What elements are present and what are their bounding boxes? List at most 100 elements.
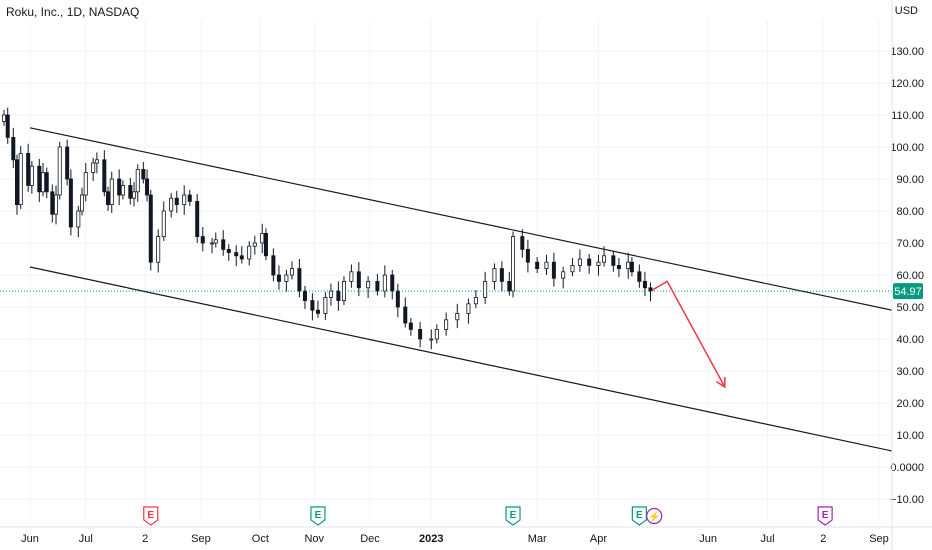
earnings-event-icon[interactable]: E — [505, 506, 521, 526]
x-tick-label: Jun — [21, 533, 39, 545]
candle-body — [511, 236, 516, 292]
x-tick-label: 2023 — [419, 533, 443, 545]
candle-body — [200, 236, 205, 244]
y-tick-label: 20.00 — [896, 398, 924, 410]
last-price-label: 54.97 — [894, 286, 922, 298]
candle-body — [247, 245, 252, 260]
candle-body — [390, 274, 395, 292]
candle-body — [616, 264, 621, 269]
candle-body — [195, 200, 200, 237]
candle-body — [289, 268, 294, 276]
candle-body — [408, 322, 413, 330]
candle-body — [483, 280, 488, 298]
x-tick-label: 2 — [142, 533, 148, 545]
y-tick-label: 120.00 — [890, 78, 924, 90]
candle-body — [637, 271, 642, 282]
candle-body — [328, 290, 333, 298]
x-tick-label: Jul — [761, 533, 775, 545]
candle-body — [106, 191, 111, 206]
x-tick-label: Apr — [590, 533, 607, 545]
candle-body — [473, 296, 478, 305]
candle-body — [182, 194, 187, 205]
svg-text:E: E — [822, 510, 829, 521]
candle-body — [310, 300, 315, 311]
earnings-event-icon[interactable]: E — [143, 506, 159, 526]
candle-body — [297, 268, 302, 292]
svg-text:E: E — [510, 510, 517, 521]
candle-body — [54, 194, 59, 215]
candle-body — [18, 152, 23, 205]
candle-body — [174, 197, 179, 205]
y-tick-label: 100.00 — [890, 142, 924, 154]
candle-body — [128, 184, 133, 199]
x-tick-label: 2 — [820, 533, 826, 545]
candle-body — [349, 271, 354, 282]
candle-body — [260, 232, 265, 244]
earnings-event-icon[interactable]: E — [817, 506, 833, 526]
y-tick-label: −10.00 — [890, 494, 924, 506]
candle-body — [29, 165, 34, 186]
candle-body — [65, 146, 70, 180]
candle-body — [429, 338, 434, 341]
projection-arrow[interactable] — [651, 280, 726, 388]
x-tick-label: Sep — [869, 533, 889, 545]
channel-line-lower[interactable] — [29, 266, 893, 452]
candle-body — [284, 274, 289, 282]
candle-body — [263, 232, 268, 257]
candle-body — [11, 136, 16, 161]
candle-body — [102, 159, 107, 193]
candle-body — [577, 258, 582, 266]
candle-body — [642, 280, 647, 289]
candle-body — [37, 165, 42, 193]
candle-body — [76, 210, 81, 228]
earnings-event-icon[interactable]: E — [631, 506, 647, 526]
candle-body — [382, 274, 387, 292]
earnings-event-icon[interactable]: E — [310, 506, 326, 526]
candle-body — [221, 239, 226, 250]
candle-body — [336, 290, 341, 302]
candle-body — [315, 309, 320, 314]
candle-body — [15, 159, 20, 206]
candle-body — [26, 152, 31, 186]
candle-body — [213, 239, 218, 244]
candle-body — [626, 261, 631, 270]
x-tick-label: Sep — [191, 533, 211, 545]
events: E E E E ⚡ E — [143, 506, 833, 526]
candle-body — [302, 290, 307, 302]
candle-body — [187, 194, 192, 202]
candle-body — [83, 172, 88, 196]
y-tick-label: 110.00 — [891, 110, 924, 122]
candle-body — [57, 146, 62, 196]
y-tick-label: 40.00 — [896, 334, 924, 346]
x-tick-label: Jul — [79, 533, 93, 545]
news-event-icon[interactable]: ⚡ — [646, 507, 663, 525]
candle-body — [444, 319, 449, 330]
candle-body — [210, 242, 215, 245]
candle-body — [239, 255, 244, 260]
channel-line-upper[interactable] — [29, 127, 893, 311]
candle-body — [507, 280, 512, 292]
candle-body — [41, 172, 46, 193]
candle-body — [141, 168, 146, 180]
y-tick-label: 90.00 — [896, 174, 924, 186]
candle-body — [161, 210, 166, 238]
y-tick-label: 60.00 — [896, 270, 924, 282]
candle-body — [120, 184, 125, 196]
candle-body — [169, 197, 174, 212]
candle-body — [611, 255, 616, 266]
candle-body — [544, 261, 549, 270]
candle-body — [403, 306, 408, 324]
candle-body — [135, 168, 140, 193]
x-tick-label: Nov — [304, 533, 324, 545]
candles — [2, 107, 653, 350]
candle-body — [466, 303, 471, 314]
candle-body — [91, 162, 96, 173]
svg-text:E: E — [147, 510, 154, 521]
candle-body — [366, 280, 371, 289]
candle-body — [375, 280, 380, 292]
svg-text:E: E — [315, 510, 322, 521]
y-tick-label: 10.00 — [896, 430, 924, 442]
candle-body — [587, 258, 592, 266]
